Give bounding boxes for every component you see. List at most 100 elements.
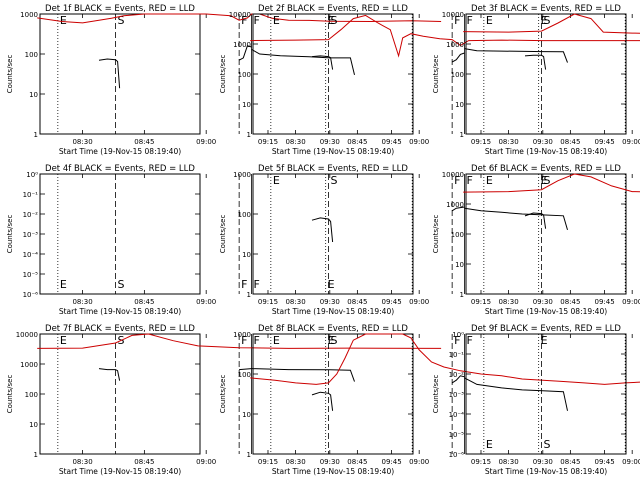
y-tick-label: 1 (247, 291, 251, 299)
plot-frame (252, 13, 414, 135)
y-tick-label: 1000 (233, 41, 251, 49)
chart-panel-9: Det 9f BLACK = Events, RED = LLD Counts/s… (432, 324, 640, 476)
plot-frame (252, 173, 414, 295)
series-events-line (311, 55, 334, 70)
series-events-line (311, 217, 334, 243)
marker-label: F (467, 14, 473, 27)
marker-label: S (331, 14, 338, 27)
y-tick-label: 10000 (16, 331, 38, 339)
marker-label: S (331, 334, 338, 347)
y-tick-label: 1000 (446, 201, 464, 209)
plot-frame (39, 333, 201, 455)
x-tick-label: 08:30 (285, 138, 305, 146)
plot-frame (39, 13, 201, 135)
marker-label: F (254, 278, 260, 291)
marker-label: S (331, 174, 338, 187)
marker-label: F (454, 14, 460, 27)
x-tick-label: 09:15 (258, 298, 278, 306)
series-events-line (451, 52, 465, 63)
series-events-line (464, 48, 568, 63)
x-tick-label: 08:30 (285, 298, 305, 306)
chart-panel-7: Det 7f BLACK = Events, RED = LLD Counts/s… (6, 324, 442, 476)
marker-label: F (254, 14, 260, 27)
marker-label: E (486, 174, 493, 187)
chart-title: Det 7f BLACK = Events, RED = LLD (45, 324, 195, 334)
y-tick-label: 10⁻¹ (449, 351, 465, 359)
y-tick-label: 10 (455, 101, 464, 109)
y-tick-label: 1 (247, 451, 251, 459)
series-events-line (251, 368, 355, 382)
x-tick-label: 09:00 (196, 298, 216, 306)
series-events-line (98, 368, 121, 381)
y-tick-label: 10 (242, 251, 251, 259)
chart-title: Det 5f BLACK = Events, RED = LLD (258, 164, 408, 174)
x-tick-label: 09:30 (320, 458, 340, 466)
chart-title: Det 9f BLACK = Events, RED = LLD (471, 324, 621, 334)
series-events-line (251, 48, 355, 76)
x-tick-label: 08:30 (498, 458, 518, 466)
marker-label: E (273, 174, 280, 187)
x-tick-label: 09:00 (622, 298, 640, 306)
series-lld-line (463, 13, 640, 34)
y-tick-label: 100 (451, 231, 464, 239)
y-tick-label: 1 (460, 291, 464, 299)
x-axis-label: Start Time (19-Nov-15 08:19:40) (272, 307, 394, 316)
marker-label: E (273, 334, 280, 347)
y-tick-label: 10⁰ (26, 171, 38, 179)
marker-label: E (328, 278, 335, 291)
series-events-line (524, 54, 547, 70)
marker-label: F (467, 174, 473, 187)
y-axis-label: Counts/sec (219, 375, 227, 414)
x-tick-label: 09:45 (382, 298, 402, 306)
series-events-line (98, 58, 121, 89)
x-tick-label: 09:30 (533, 298, 553, 306)
x-tick-label: 09:30 (533, 138, 553, 146)
x-axis-label: Start Time (19-Nov-15 08:19:40) (485, 147, 607, 156)
x-tick-label: 08:45 (134, 458, 154, 466)
x-tick-label: 09:45 (382, 458, 402, 466)
y-tick-label: 10⁻⁵ (23, 271, 39, 279)
y-tick-label: 10⁻² (449, 371, 465, 379)
x-tick-label: 09:00 (409, 138, 429, 146)
marker-label: E (60, 334, 67, 347)
x-tick-label: 09:15 (471, 458, 491, 466)
y-tick-label: 1 (247, 131, 251, 139)
marker-label: F (254, 334, 260, 347)
x-tick-label: 08:30 (285, 458, 305, 466)
series-events-line (311, 391, 334, 411)
x-axis-label: Start Time (19-Nov-15 08:19:40) (272, 147, 394, 156)
series-lld-line (250, 333, 640, 385)
y-tick-label: 1000 (20, 361, 38, 369)
y-tick-label: 10 (29, 91, 38, 99)
chart-title: Det 1f BLACK = Events, RED = LLD (45, 4, 195, 14)
x-tick-label: 08:45 (347, 138, 367, 146)
x-axis-label: Start Time (19-Nov-15 08:19:40) (272, 467, 394, 476)
marker-label: F (241, 14, 247, 27)
y-tick-label: 10⁻⁶ (23, 291, 39, 299)
y-tick-label: 10 (242, 101, 251, 109)
x-tick-label: 09:00 (196, 138, 216, 146)
y-tick-label: 1000 (20, 11, 38, 19)
y-tick-label: 1 (34, 451, 38, 459)
marker-label: F (241, 278, 247, 291)
x-axis-label: Start Time (19-Nov-15 08:19:40) (485, 467, 607, 476)
marker-label: S (544, 438, 551, 451)
marker-label: E (60, 14, 67, 27)
marker-label: E (328, 334, 335, 347)
series-events-line (239, 368, 252, 371)
marker-label: E (541, 14, 548, 27)
y-tick-label: 1000 (233, 171, 251, 179)
y-tick-label: 10⁻⁶ (449, 451, 465, 459)
x-tick-label: 09:00 (409, 298, 429, 306)
x-tick-label: 09:45 (595, 298, 615, 306)
chart-title: Det 4f BLACK = Events, RED = LLD (45, 164, 195, 174)
x-axis-label: Start Time (19-Nov-15 08:19:40) (59, 147, 181, 156)
y-tick-label: 100 (238, 71, 251, 79)
x-tick-label: 08:45 (134, 138, 154, 146)
y-tick-label: 10 (455, 261, 464, 269)
x-tick-label: 09:15 (471, 138, 491, 146)
marker-label: S (544, 14, 551, 27)
x-tick-label: 08:45 (347, 298, 367, 306)
y-tick-label: 10⁻¹ (23, 191, 39, 199)
y-tick-label: 100 (238, 211, 251, 219)
